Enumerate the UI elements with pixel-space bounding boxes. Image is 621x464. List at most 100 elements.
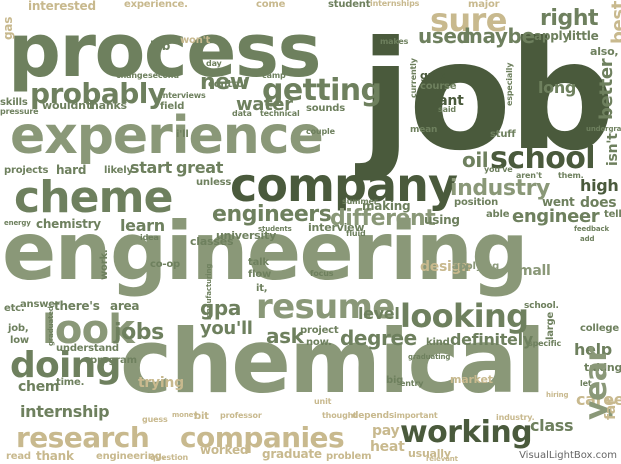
cloud-word: low: [10, 335, 29, 346]
cloud-word: stuff: [490, 129, 516, 140]
cloud-word: worked: [200, 443, 249, 457]
cloud-word: kind: [426, 337, 450, 348]
cloud-word: thanks: [86, 99, 127, 112]
cloud-word: help: [574, 340, 612, 359]
cloud-word: school: [490, 141, 596, 176]
cloud-word: thank: [36, 449, 74, 463]
cloud-word: couple: [306, 127, 335, 136]
cloud-word: best: [608, 1, 621, 44]
cloud-word: industry.: [496, 413, 535, 422]
cloud-word: you'll: [200, 318, 253, 339]
cloud-word: level: [358, 304, 400, 323]
cloud-word: company: [230, 158, 458, 212]
cloud-word: unit: [314, 397, 332, 406]
cloud-word: technical: [260, 109, 300, 118]
cloud-word: position: [454, 197, 499, 208]
cloud-word: now.: [306, 337, 332, 348]
cloud-word: different: [330, 206, 436, 231]
cloud-word: process: [8, 8, 322, 94]
cloud-word: graduated: [47, 306, 55, 346]
cloud-word: interview: [308, 221, 365, 234]
cloud-word: probably: [30, 77, 166, 110]
cloud-word: etc.: [4, 303, 25, 314]
cloud-word: taking: [584, 361, 621, 374]
cloud-word: project: [300, 325, 339, 336]
cloud-word: big: [386, 375, 404, 386]
cloud-word: school.: [524, 301, 559, 311]
cloud-word: chemical: [120, 310, 546, 413]
cloud-word: engineer: [512, 206, 600, 227]
cloud-word: important: [394, 411, 438, 420]
cloud-word: little: [568, 29, 599, 43]
cloud-word: chemistry: [36, 217, 101, 231]
cloud-word: working: [400, 415, 533, 450]
cloud-word: energy: [4, 219, 31, 227]
cloud-word: bit: [194, 411, 209, 422]
cloud-word: doing: [10, 345, 121, 386]
cloud-word: them.: [558, 171, 584, 180]
cloud-word: career: [576, 390, 621, 409]
cloud-word: great: [176, 158, 224, 177]
cloud-word: grad: [420, 69, 448, 82]
cloud-word: university: [216, 229, 277, 242]
cloud-word: said: [438, 105, 456, 114]
cloud-word: design: [420, 259, 471, 275]
cloud-word: time.: [56, 377, 85, 388]
cloud-word: professor: [220, 411, 262, 420]
cloud-word: lab: [150, 39, 171, 53]
cloud-word: aren't: [516, 171, 542, 180]
cloud-word: gpa: [200, 296, 241, 320]
cloud-word: pressure: [0, 107, 39, 116]
cloud-word: graduate: [262, 447, 322, 461]
cloud-word: come: [256, 0, 286, 10]
cloud-word: control: [208, 79, 247, 90]
cloud-word: idea: [140, 233, 159, 242]
cloud-word: i'll: [176, 129, 189, 140]
cloud-word: isn't: [605, 133, 621, 166]
cloud-word: data: [232, 109, 252, 118]
cloud-word: apply: [534, 29, 571, 43]
cloud-word: unless: [196, 177, 232, 188]
cloud-word: making: [362, 199, 411, 213]
cloud-word: also,: [590, 45, 619, 58]
cloud-word: small: [510, 263, 551, 279]
cloud-word: wouldn't: [42, 99, 94, 112]
cloud-word: went: [542, 195, 575, 209]
cloud-word: able: [486, 209, 510, 220]
cloud-word: especially: [505, 62, 514, 106]
cloud-word: you've: [484, 165, 513, 174]
cloud-word: skills: [0, 97, 28, 108]
cloud-word: currently: [409, 58, 418, 98]
cloud-word: jobs: [114, 320, 164, 345]
cloud-word: trying: [138, 375, 184, 391]
cloud-word: co-op: [150, 259, 180, 270]
cloud-word: answer: [20, 299, 60, 310]
cloud-word: companies: [180, 421, 345, 454]
cloud-word: hard: [56, 163, 87, 177]
cloud-word: water: [236, 94, 293, 115]
cloud-word: classes: [190, 235, 234, 248]
cloud-word: area: [110, 299, 140, 313]
cloud-word: usually: [408, 447, 451, 460]
cloud-word: oil: [462, 148, 489, 172]
cloud-word: manufacturing: [205, 263, 213, 320]
cloud-word: plant: [424, 93, 464, 109]
cloud-word: won't: [180, 35, 211, 46]
cloud-word: right: [540, 6, 599, 31]
cloud-word: heat: [370, 439, 405, 455]
cloud-word: does: [580, 195, 617, 211]
cloud-word: start: [130, 158, 172, 177]
cloud-word: resume: [256, 287, 395, 327]
cloud-word: add: [580, 235, 595, 243]
cloud-word: better: [596, 58, 617, 120]
cloud-word: likely: [104, 165, 133, 176]
cloud-word: there's: [54, 299, 100, 313]
cloud-word: job: [360, 10, 616, 184]
cloud-word: makes: [380, 37, 409, 46]
cloud-word: day: [206, 59, 222, 68]
cloud-word: looking: [400, 297, 529, 335]
cloud-word: definitely: [450, 330, 533, 349]
cloud-word: field: [160, 101, 185, 112]
cloud-word: look: [42, 307, 135, 353]
